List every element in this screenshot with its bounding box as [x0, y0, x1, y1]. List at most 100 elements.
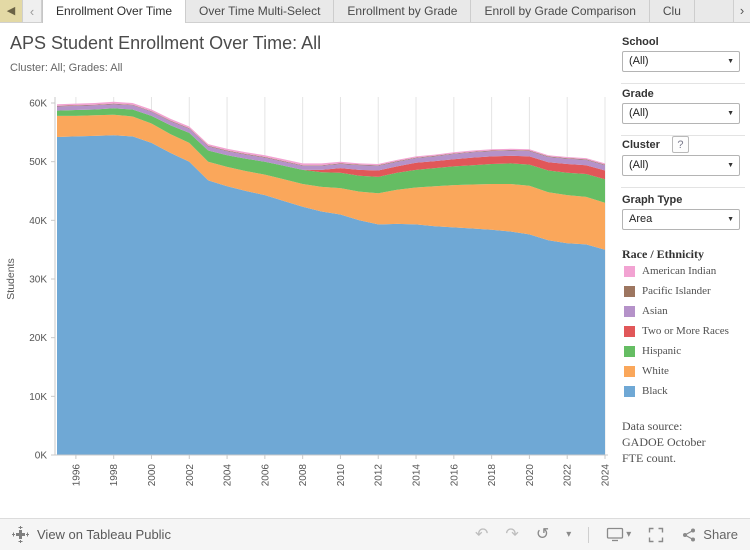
legend-label: White: [642, 365, 669, 377]
tabbar-divider: [0, 22, 750, 23]
legend-item-pacific-islander[interactable]: Pacific Islander: [624, 281, 729, 301]
area-hispanic[interactable]: [57, 108, 605, 203]
share-label: Share: [703, 527, 738, 542]
panel-divider: [621, 83, 745, 84]
previous-sheet-button[interactable]: ◀: [0, 0, 23, 23]
x-tick-label: 2020: [525, 464, 536, 487]
x-tick-label: 1998: [109, 464, 120, 487]
y-tick-label: 0K: [35, 451, 48, 462]
tab-enrollment-over-time[interactable]: Enrollment Over Time: [42, 0, 187, 23]
x-tick-label: 2012: [374, 464, 385, 487]
enrollment-area-chart[interactable]: 0K 10K 20K 30K 40K 50K 60K 1996 1998 2000 2002 2004…: [0, 75, 620, 518]
x-tick-label: 2002: [185, 464, 196, 487]
race-ethnicity-legend: American Indian Pacific Islander Asian Two …: [624, 261, 729, 401]
x-tick-label: 1996: [71, 464, 82, 487]
panel-divider: [621, 135, 745, 136]
replay-icon[interactable]: ↺: [535, 525, 550, 543]
legend-swatch: [624, 265, 635, 277]
fullscreen-icon: [649, 527, 664, 542]
data-source-line: GADOE October: [622, 435, 706, 449]
tab-clu[interactable]: Clu: [650, 0, 695, 23]
legend-item-black[interactable]: Black: [624, 381, 729, 401]
view-on-tableau-link[interactable]: View on Tableau Public: [12, 526, 171, 543]
x-tick-label: 2004: [223, 464, 234, 487]
area-asian[interactable]: [57, 104, 605, 171]
cluster-help-button[interactable]: ?: [671, 136, 689, 153]
legend-item-white[interactable]: White: [624, 361, 729, 381]
data-source-line: FTE count.: [622, 451, 676, 465]
area-two-or-more-races[interactable]: [57, 108, 605, 180]
legend-label: Pacific Islander: [642, 285, 711, 297]
redo-icon[interactable]: ↷: [505, 525, 519, 543]
legend-item-asian[interactable]: Asian: [624, 301, 729, 321]
cluster-filter-value: (All): [629, 159, 649, 171]
y-tick-label: 10K: [29, 392, 47, 403]
x-tick-label: 2018: [487, 464, 498, 487]
filter-panel: School (All) ▼ Grade (All) ▼ Cluster ? (…: [621, 23, 745, 518]
cluster-filter-label: Cluster: [622, 138, 660, 151]
cluster-filter-dropdown[interactable]: (All) ▼: [622, 155, 740, 176]
x-tick-label: 2022: [563, 464, 574, 487]
grade-filter-label: Grade: [622, 88, 654, 100]
fullscreen-button[interactable]: [648, 527, 664, 543]
grade-filter-dropdown[interactable]: (All) ▼: [622, 103, 740, 124]
chevron-left-icon: ‹: [29, 4, 35, 19]
scroll-tabs-left-button[interactable]: ‹: [23, 0, 42, 23]
sheet-tab-bar: ◀ ‹ Enrollment Over Time Over Time Multi-…: [0, 0, 750, 23]
chevron-down-icon: ▼: [727, 162, 734, 169]
tab-enrollment-by-grade[interactable]: Enrollment by Grade: [334, 0, 472, 23]
x-tick-label: 2008: [298, 464, 309, 487]
tableau-logo-icon: [12, 526, 29, 543]
school-filter-dropdown[interactable]: (All) ▼: [622, 51, 740, 72]
monitor-icon: [607, 527, 624, 542]
tableau-footer-toolbar: View on Tableau Public ↶ ↷ ↺ ▾ ▾: [0, 518, 750, 550]
replay-speed-caret-icon[interactable]: ▾: [566, 528, 572, 540]
share-icon: [683, 528, 696, 541]
toolbar-divider: [588, 526, 590, 543]
legend-item-two-or-more-races[interactable]: Two or More Races: [624, 321, 729, 341]
chevron-right-icon: ›: [739, 3, 745, 18]
x-tick-label: 2014: [412, 464, 423, 487]
device-layout-button[interactable]: ▾: [606, 519, 631, 551]
y-tick-label: 40K: [29, 216, 47, 227]
legend-label: Black: [642, 385, 668, 397]
school-filter-value: (All): [629, 55, 649, 67]
y-tick-label: 60K: [29, 99, 47, 110]
x-tick-label: 2024: [601, 464, 612, 487]
data-source-note: Data source: GADOE October FTE count.: [622, 418, 706, 466]
x-tick-label: 2010: [336, 464, 347, 487]
toolbar-actions: ↶ ↷ ↺ ▾ ▾ Share: [475, 519, 738, 551]
undo-icon[interactable]: ↶: [475, 525, 489, 543]
share-button[interactable]: Share: [681, 527, 738, 543]
x-tick-label: 2016: [449, 464, 460, 487]
chevron-down-icon: ▼: [727, 110, 734, 117]
legend-label: Two or More Races: [642, 325, 729, 337]
tab-over-time-multi-select[interactable]: Over Time Multi-Select: [186, 0, 335, 23]
legend-swatch: [624, 305, 635, 317]
tab-enroll-by-grade-comparison[interactable]: Enroll by Grade Comparison: [471, 0, 650, 23]
view-on-tableau-label: View on Tableau Public: [37, 527, 171, 542]
scroll-tabs-right-button[interactable]: ›: [733, 0, 750, 22]
page-title: APS Student Enrollment Over Time: All: [10, 33, 322, 53]
x-tick-label: 2000: [147, 464, 158, 487]
y-tick-label: 50K: [29, 157, 47, 168]
legend-item-american-indian[interactable]: American Indian: [624, 261, 729, 281]
area-white[interactable]: [57, 114, 605, 250]
legend-label: Hispanic: [642, 345, 682, 357]
y-tick-label: 20K: [29, 333, 47, 344]
dashboard: APS Student Enrollment Over Time: All Cl…: [0, 23, 750, 517]
legend-swatch: [624, 345, 635, 357]
school-filter-label: School: [622, 36, 659, 48]
area-black[interactable]: [57, 135, 605, 456]
previous-sheet-icon: ◀: [6, 5, 16, 17]
legend-item-hispanic[interactable]: Hispanic: [624, 341, 729, 361]
x-tick-label: 2006: [260, 464, 271, 487]
y-tick-label: 30K: [29, 275, 47, 286]
graph-type-label: Graph Type: [622, 194, 683, 206]
graph-type-dropdown[interactable]: Area ▼: [622, 209, 740, 230]
legend-swatch: [624, 285, 635, 297]
y-axis-title: Students: [5, 258, 17, 299]
chevron-down-icon: ▼: [727, 216, 734, 223]
grade-filter-value: (All): [629, 107, 649, 119]
chevron-down-icon: ▾: [626, 528, 632, 540]
